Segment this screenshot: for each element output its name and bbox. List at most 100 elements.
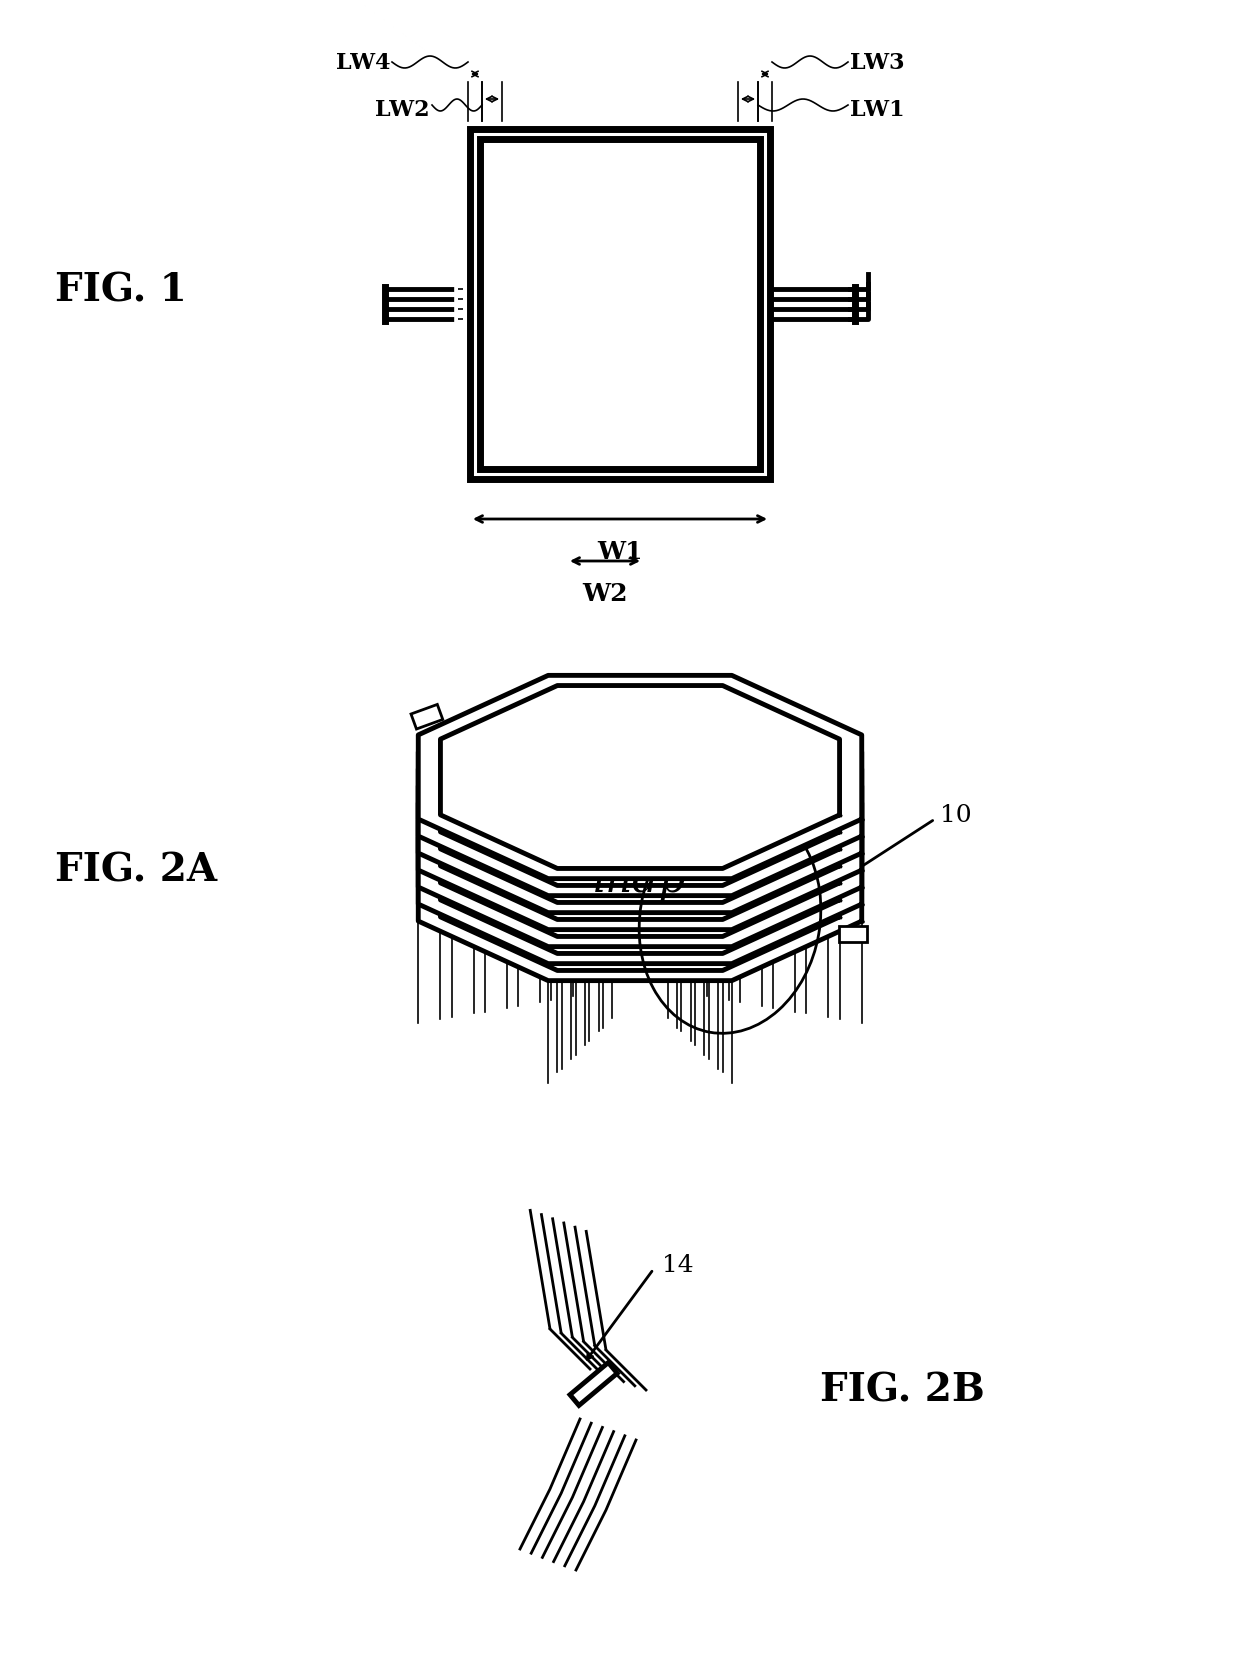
Polygon shape [440,771,839,954]
Text: 14: 14 [662,1253,693,1276]
Polygon shape [573,843,707,917]
Polygon shape [440,738,839,920]
Bar [536,196,704,413]
Polygon shape [451,758,828,934]
Polygon shape [485,738,795,885]
Polygon shape [518,751,761,872]
Polygon shape [573,741,707,815]
Polygon shape [474,716,806,872]
Text: LW2: LW2 [376,99,430,120]
Polygon shape [518,785,761,905]
Polygon shape [518,820,761,940]
Text: LW1: LW1 [849,99,905,120]
Polygon shape [541,795,740,895]
Polygon shape [552,748,729,842]
Bar [515,176,725,435]
Text: FIG. 2B: FIG. 2B [820,1370,985,1409]
Polygon shape [418,761,862,964]
Polygon shape [552,765,729,858]
Bar [574,1367,613,1402]
Text: FIG. 1: FIG. 1 [55,271,187,310]
Bar [503,162,737,447]
Text: W1: W1 [598,540,642,564]
Polygon shape [573,758,707,831]
Bar [525,186,715,425]
Polygon shape [541,761,740,862]
Polygon shape [451,689,828,865]
Bar [567,228,673,383]
Polygon shape [541,830,740,930]
Polygon shape [518,734,761,855]
Polygon shape [507,748,773,875]
Polygon shape [440,719,839,903]
Polygon shape [573,775,707,848]
Polygon shape [507,798,773,927]
Polygon shape [541,811,740,913]
Polygon shape [440,755,839,937]
Text: FIG. 2A: FIG. 2A [55,850,217,888]
Bar [556,216,684,393]
Polygon shape [518,718,761,838]
Bar [410,704,443,729]
Text: 10: 10 [940,803,972,826]
Polygon shape [541,744,740,845]
Polygon shape [485,721,795,868]
Bar [480,141,760,470]
Polygon shape [485,805,795,954]
Polygon shape [541,728,740,828]
Bar [546,206,694,403]
Polygon shape [573,810,707,882]
Polygon shape [485,771,795,920]
Text: W2: W2 [583,582,627,606]
Polygon shape [507,815,773,944]
Polygon shape [552,731,729,825]
Polygon shape [474,768,806,923]
Bar [469,129,771,480]
Polygon shape [552,781,729,875]
Polygon shape [418,744,862,947]
Polygon shape [552,798,729,892]
Polygon shape [451,706,828,882]
Polygon shape [418,676,862,878]
Bar [570,1363,618,1405]
Polygon shape [485,703,795,852]
Polygon shape [552,816,729,908]
Text: indp: indp [593,858,687,900]
Bar [534,194,706,415]
Polygon shape [507,731,773,858]
Bar [839,927,867,942]
Polygon shape [485,788,795,937]
Bar [492,152,748,458]
Polygon shape [440,788,839,970]
Polygon shape [440,703,839,887]
Bar [494,152,746,457]
Bar [515,174,725,435]
Polygon shape [518,768,761,888]
Polygon shape [451,724,828,900]
Text: LW4: LW4 [336,52,391,74]
Text: LW3: LW3 [849,52,904,74]
Polygon shape [440,686,839,868]
Polygon shape [573,791,707,865]
Polygon shape [451,741,828,917]
Polygon shape [451,791,828,967]
Polygon shape [474,699,806,855]
Bar [470,130,770,480]
Polygon shape [485,755,795,903]
Polygon shape [552,833,729,927]
Polygon shape [418,693,862,897]
Polygon shape [541,778,740,878]
Polygon shape [474,751,806,907]
Polygon shape [507,781,773,910]
Polygon shape [418,709,862,913]
Polygon shape [507,765,773,892]
Polygon shape [418,778,862,980]
Polygon shape [518,801,761,923]
Polygon shape [474,785,806,940]
Polygon shape [474,801,806,957]
Polygon shape [474,734,806,890]
Polygon shape [573,826,707,898]
Polygon shape [451,775,828,950]
Polygon shape [418,728,862,930]
Bar [557,217,683,393]
